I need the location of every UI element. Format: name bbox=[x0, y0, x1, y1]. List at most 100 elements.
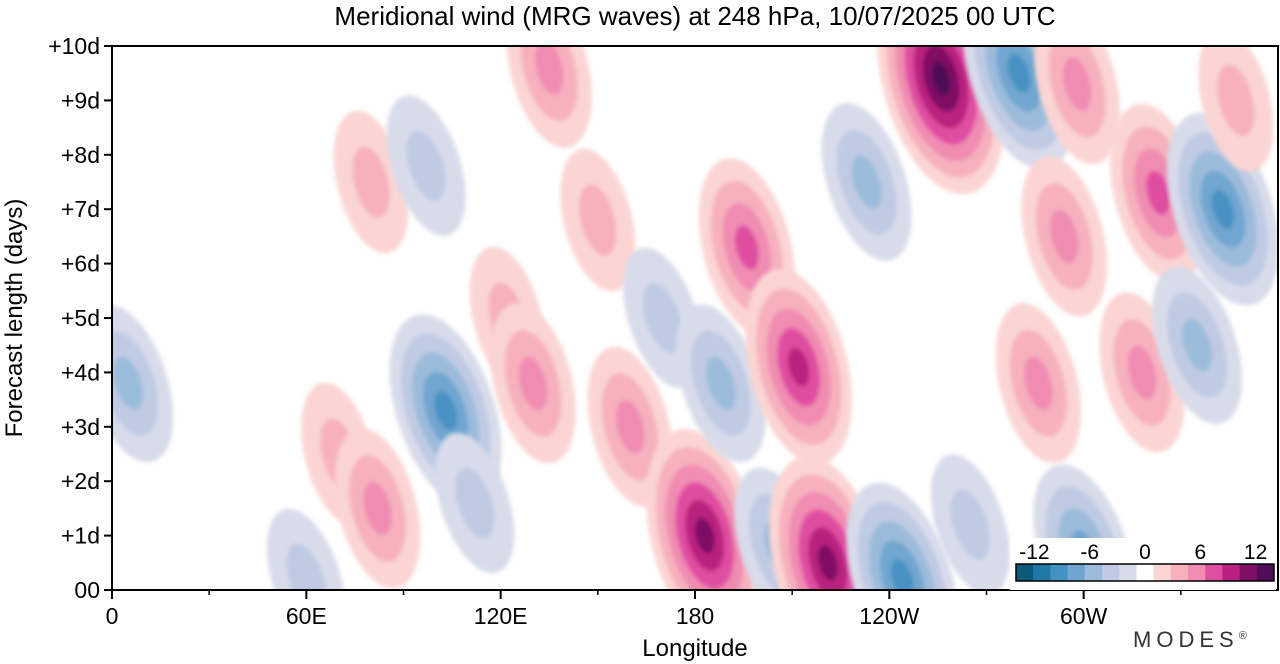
colorbar-frame bbox=[1015, 563, 1275, 582]
x-axis: 0 60E 120E 180 120W 60W bbox=[106, 590, 1182, 629]
contour-band bbox=[579, 184, 617, 256]
y-tick-label: +7d bbox=[61, 196, 100, 222]
contour-band bbox=[406, 130, 446, 201]
contour-band bbox=[950, 489, 991, 560]
field-feature bbox=[846, 482, 959, 590]
colorbar-swatch bbox=[1016, 564, 1034, 581]
contour-band bbox=[932, 62, 951, 96]
field-feature bbox=[490, 303, 576, 464]
field-feature bbox=[930, 454, 1010, 590]
y-tick-label: +10d bbox=[48, 33, 100, 59]
field-feature bbox=[1152, 266, 1242, 425]
colorbar-swatch bbox=[1170, 564, 1189, 581]
x-tick-label: 180 bbox=[676, 603, 714, 629]
contour-band bbox=[363, 481, 392, 536]
x-tick-label: 120E bbox=[474, 603, 528, 629]
field-feature bbox=[821, 103, 912, 261]
contour-band bbox=[891, 559, 914, 590]
field-feature bbox=[1034, 46, 1120, 165]
x-tick-label: 120W bbox=[859, 603, 919, 629]
colorbar-label: 6 bbox=[1194, 541, 1206, 564]
colorbar-swatch bbox=[1205, 564, 1223, 581]
field-feature bbox=[506, 46, 592, 148]
y-tick-label: +1d bbox=[61, 523, 100, 549]
field-feature bbox=[266, 508, 346, 590]
y-tick-label: 00 bbox=[74, 577, 100, 603]
contour-band bbox=[352, 146, 390, 218]
contour-band bbox=[286, 544, 327, 590]
contour-band bbox=[1217, 64, 1255, 137]
field-feature bbox=[962, 46, 1075, 170]
colorbar-label: -12 bbox=[1019, 541, 1049, 564]
contour-band bbox=[1062, 57, 1092, 111]
colorbar-swatch bbox=[1119, 564, 1137, 581]
contour-band bbox=[535, 46, 564, 95]
colorbar-label: -6 bbox=[1080, 541, 1099, 564]
contour-band bbox=[615, 400, 645, 454]
field-feature bbox=[389, 314, 502, 507]
field-feature bbox=[1198, 46, 1274, 172]
contour-band bbox=[787, 347, 810, 387]
field-feature bbox=[435, 432, 515, 574]
registered-mark: ® bbox=[1239, 630, 1252, 642]
colorbar-swatch bbox=[1067, 564, 1086, 581]
colorbar-swatch bbox=[1050, 564, 1068, 581]
contour-band bbox=[705, 357, 736, 410]
field-feature bbox=[877, 46, 1006, 195]
colorbar-swatch bbox=[1033, 564, 1051, 581]
colorbar-swatch bbox=[1256, 564, 1275, 581]
y-tick-label: +2d bbox=[61, 468, 100, 494]
field-feature bbox=[334, 428, 421, 589]
contour-band bbox=[818, 545, 838, 581]
contour-band bbox=[1182, 318, 1212, 372]
field-feature bbox=[112, 304, 174, 463]
contour-band bbox=[1049, 209, 1079, 264]
y-tick-label: +5d bbox=[61, 305, 100, 331]
contour-band bbox=[113, 357, 144, 410]
contour-band bbox=[694, 517, 715, 554]
contour-band bbox=[851, 155, 882, 209]
colorbar-label: 12 bbox=[1244, 541, 1267, 564]
y-tick-label: +6d bbox=[61, 251, 100, 277]
contour-band bbox=[434, 391, 457, 430]
chart-title: Meridional wind (MRG waves) at 248 hPa, … bbox=[334, 1, 1055, 31]
field-feature bbox=[1021, 156, 1107, 317]
x-tick-label: 60E bbox=[286, 603, 327, 629]
x-axis-label: Longitude bbox=[642, 635, 747, 662]
colorbar-swatch bbox=[1136, 564, 1154, 581]
colorbar-label: 0 bbox=[1139, 541, 1151, 564]
contour-band bbox=[1024, 356, 1053, 410]
field-feature bbox=[646, 429, 764, 590]
y-tick-label: +9d bbox=[61, 87, 100, 113]
field-feature bbox=[675, 304, 766, 463]
contour-band bbox=[642, 282, 683, 354]
contour-band bbox=[1127, 345, 1157, 400]
y-tick-label: +4d bbox=[61, 359, 100, 385]
y-axis-label: Forecast length (days) bbox=[1, 199, 28, 438]
field-feature bbox=[386, 95, 466, 236]
x-tick-label: 0 bbox=[106, 603, 119, 629]
colorbar-swatch bbox=[1222, 564, 1240, 581]
field-feature bbox=[745, 269, 852, 465]
y-tick-label: +3d bbox=[61, 414, 100, 440]
brand-text: MODES bbox=[1133, 627, 1239, 652]
contour-band bbox=[518, 356, 548, 410]
contour-band bbox=[1007, 53, 1031, 93]
modes-logo: MODES® bbox=[1133, 627, 1252, 652]
contour-band bbox=[734, 224, 759, 270]
contour-band bbox=[1211, 189, 1235, 229]
contour-band bbox=[1146, 170, 1171, 216]
y-axis: 00 +1d +2d +3d +4d +5d +6d +7d +8d +9d +10d bbox=[48, 33, 112, 603]
colorbar-swatch bbox=[1188, 564, 1206, 581]
contour-band bbox=[455, 467, 495, 539]
field-feature bbox=[560, 148, 636, 292]
colorbar-swatch bbox=[1084, 564, 1103, 581]
field-feature bbox=[995, 303, 1082, 464]
colorbar-swatch bbox=[1239, 564, 1258, 581]
y-tick-label: +8d bbox=[61, 142, 100, 168]
colorbar-legend: -12 -6 0 6 12 bbox=[1010, 538, 1276, 590]
x-tick-label: 60W bbox=[1060, 603, 1108, 629]
colorbar-swatch bbox=[1153, 564, 1172, 581]
colorbar-swatch bbox=[1102, 564, 1120, 581]
